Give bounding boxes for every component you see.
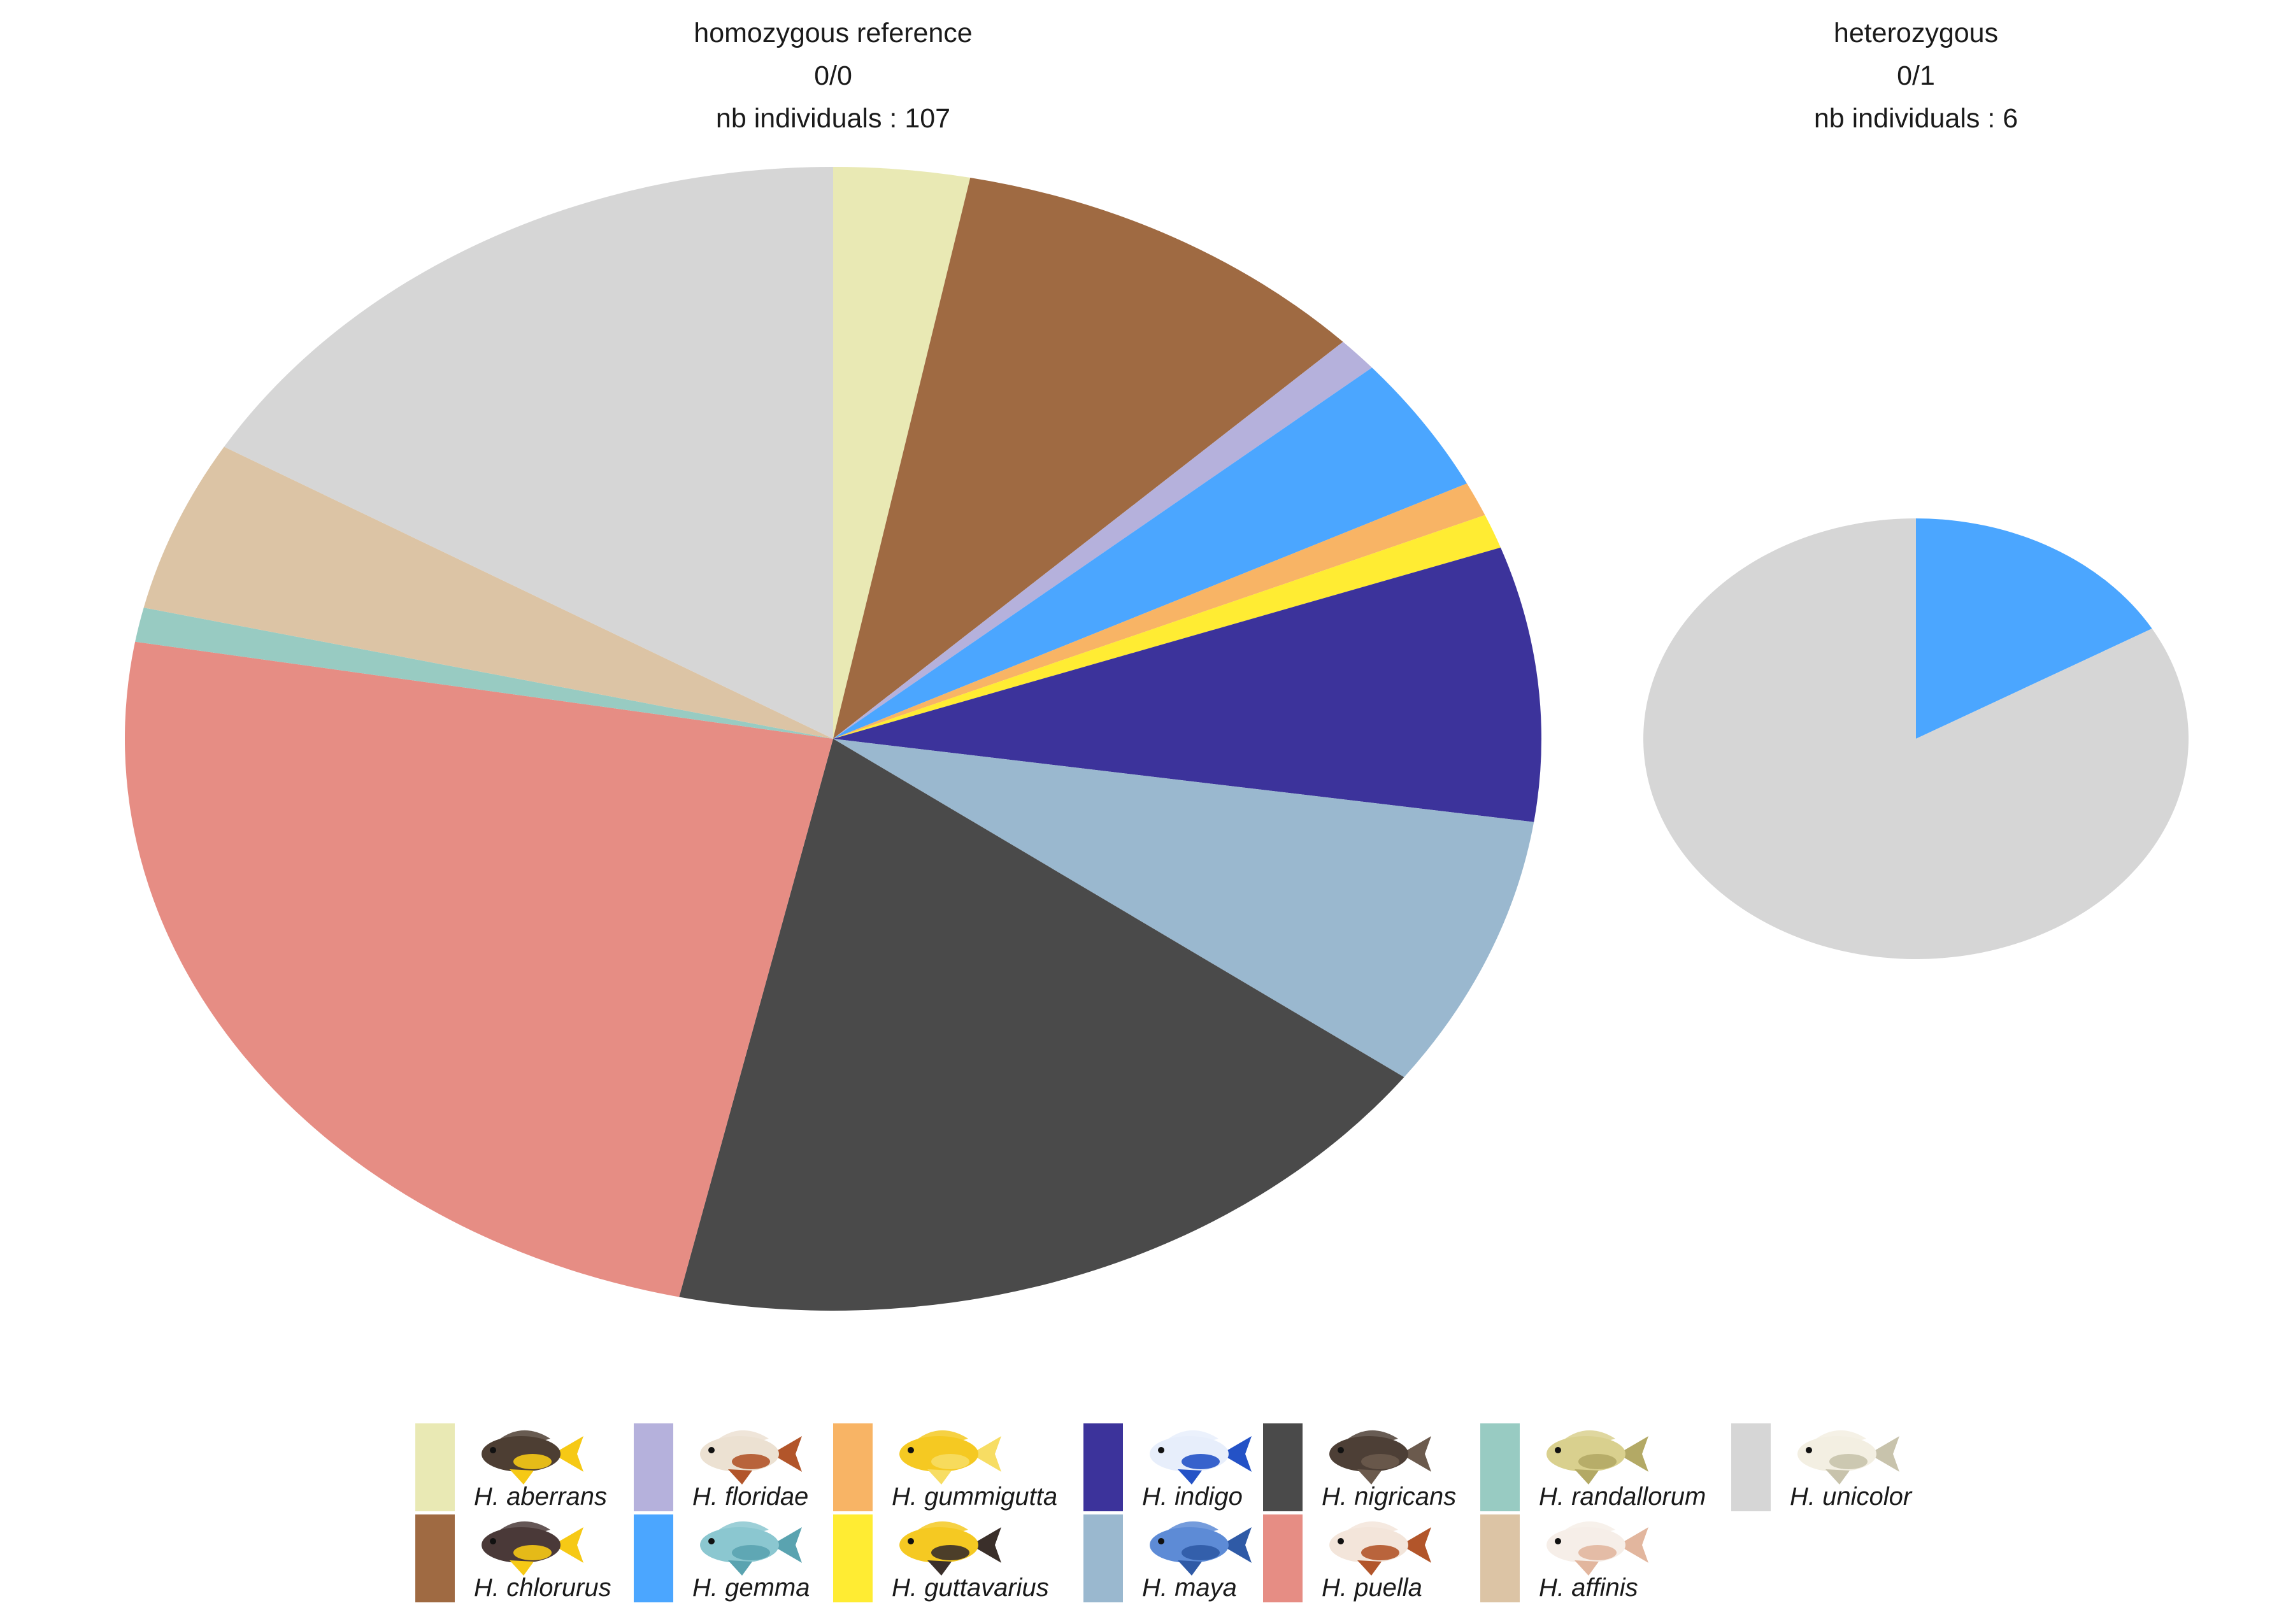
legend-item-h-affinis: H. affinis [1480,1514,1648,1602]
legend-swatch [1731,1423,1771,1511]
legend-item-h-aberrans: H. aberrans [415,1423,607,1511]
pie-slice-h-maya [833,739,1534,1078]
pie-slice-h-chlorurus [833,177,1343,739]
legend-label: H. nigricans [1322,1483,1456,1511]
pie-slice-h-gemma [1916,518,2152,739]
title-2-line-1: heterozygous [1834,18,1998,48]
fish-icon [1150,1521,1252,1576]
legend-swatch [415,1514,455,1602]
legend-item-h-guttavarius: H. guttavarius [833,1514,1049,1602]
legend-label: H. puella [1322,1574,1422,1602]
fish-icon [700,1430,802,1485]
pie-homozygous-reference [124,167,1541,1311]
fish-icon [482,1521,583,1576]
pie-slice-h-indigo [833,547,1541,822]
pie-slice-h-unicolor [1643,518,2189,959]
legend-label: H. gemma [692,1574,810,1602]
fish-icon [1150,1430,1252,1485]
legend-swatch [1083,1514,1123,1602]
title-1-line-3: nb individuals : 107 [716,103,950,134]
fish-icon [482,1430,583,1485]
pie-slice-h-randallorum [135,608,833,739]
legend-item-h-puella: H. puella [1263,1514,1431,1602]
pie-slice-h-nigricans [679,739,1404,1311]
pie-slice-h-affinis [143,446,833,739]
title-homozygous-reference: homozygous reference 0/0 nb individuals … [694,18,972,134]
fish-icon [1797,1430,1899,1485]
legend-item-h-gummigutta: H. gummigutta [833,1423,1057,1511]
legend-label: H. maya [1142,1574,1237,1602]
pie-slice-h-gummigutta [833,483,1485,739]
fish-icon [1547,1521,1648,1576]
title-2-line-2: 0/1 [1897,61,1935,91]
title-2-line-3: nb individuals : 6 [1814,103,2018,134]
legend-swatch [1480,1514,1520,1602]
pie-slice-h-puella [124,641,833,1297]
pie-slice-h-floridae [833,341,1373,739]
legend: H. aberrans H. floridae H. gummigutta H. in… [415,1423,1913,1602]
legend-swatch [415,1423,455,1511]
fish-icon [1547,1430,1648,1485]
fish-icon [700,1521,802,1576]
legend-label: H. randallorum [1539,1483,1706,1511]
title-heterozygous: heterozygous 0/1 nb individuals : 6 [1814,18,2018,134]
legend-swatch [1263,1423,1303,1511]
pie-slice-h-aberrans [833,167,971,739]
legend-item-h-maya: H. maya [1083,1514,1252,1602]
legend-item-h-gemma: H. gemma [634,1514,810,1602]
legend-swatch [634,1514,673,1602]
fish-icon [1329,1521,1431,1576]
legend-swatch [833,1423,873,1511]
legend-label: H. affinis [1539,1574,1638,1602]
legend-label: H. guttavarius [892,1574,1049,1602]
legend-label: H. unicolor [1790,1483,1913,1511]
fish-icon [1329,1430,1431,1485]
pie-slice-h-guttavarius [833,515,1501,739]
legend-label: H. indigo [1142,1483,1243,1511]
pie-heterozygous [1643,518,2189,959]
legend-label: H. floridae [692,1483,808,1511]
legend-swatch [1083,1423,1123,1511]
legend-swatch [833,1514,873,1602]
fish-icon [899,1521,1001,1576]
legend-swatch [634,1423,673,1511]
legend-item-h-randallorum: H. randallorum [1480,1423,1706,1511]
title-1-line-2: 0/0 [814,61,852,91]
legend-label: H. aberrans [474,1483,607,1511]
fish-icon [899,1430,1001,1485]
legend-label: H. gummigutta [892,1483,1057,1511]
legend-item-h-nigricans: H. nigricans [1263,1423,1456,1511]
pie-slice-h-gemma [833,367,1468,739]
legend-swatch [1263,1514,1303,1602]
legend-item-h-indigo: H. indigo [1083,1423,1252,1511]
legend-item-h-floridae: H. floridae [634,1423,808,1511]
legend-item-h-unicolor: H. unicolor [1731,1423,1913,1511]
legend-item-h-chlorurus: H. chlorurus [415,1514,611,1602]
pie-slice-h-unicolor [224,167,833,739]
title-1-line-1: homozygous reference [694,18,972,48]
legend-swatch [1480,1423,1520,1511]
legend-label: H. chlorurus [474,1574,611,1602]
